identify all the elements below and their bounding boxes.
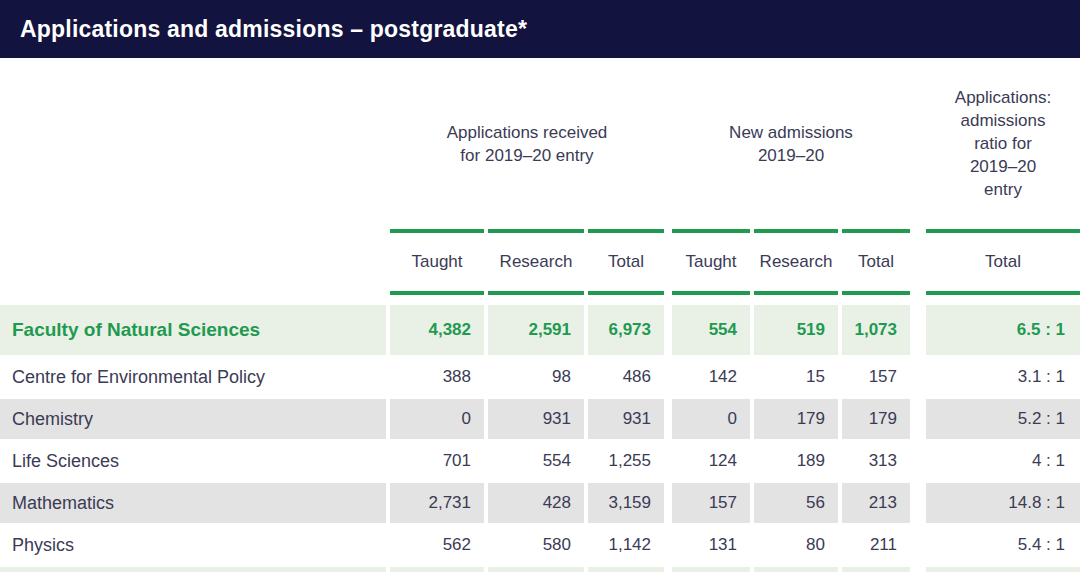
rule-segment [672,291,750,295]
row-label: Chemistry [0,399,386,439]
cell-value: 519 [754,305,838,355]
cell-value: 1,142 [588,525,664,565]
cell-value: 56 [754,483,838,523]
table-subheaders: Taught Research Total Taught Research To… [0,233,1080,291]
cell-value: 486 [588,357,664,397]
cell-value: 2,731 [390,483,484,523]
cell-value: 5.2 : 1 [926,399,1080,439]
table-row: Chemistry093193101791795.2 : 1 [0,399,1080,439]
row-label: Life Sciences [0,441,386,481]
rule-segment [842,291,910,295]
table-row: Faculty of Natural Sciences4,3822,5916,9… [0,305,1080,355]
cell-value: 15 [754,357,838,397]
cell-value: 179 [754,399,838,439]
partial-cell [0,567,386,572]
rule-spacer [0,291,386,295]
cell-value: 3,159 [588,483,664,523]
cell-value: 931 [588,399,664,439]
table-row: Mathematics2,7314283,15915756213 14.8 : 1 [0,483,1080,523]
column-group-new-admissions: New admissions 2019–20 [672,121,910,167]
rule-segment [488,291,584,295]
column-group-applications-admissions-ratio: Applications: admissions ratio for 2019–… [926,86,1080,201]
table-row: Life Sciences7015541,255124189313 4 : 1 [0,441,1080,481]
table-header-groups: Applications received for 2019–20 entry … [0,58,1080,229]
row-label: Mathematics [0,483,386,523]
cell-value: 580 [488,525,584,565]
cell-value: 0 [390,399,484,439]
table-body: Faculty of Natural Sciences4,3822,5916,9… [0,305,1080,565]
column-header-total: Total [842,252,910,272]
cell-value: 14.8 : 1 [926,483,1080,523]
cell-value: 701 [390,441,484,481]
partial-cell [672,567,750,572]
row-label: Faculty of Natural Sciences [0,305,386,355]
cell-value: 4 : 1 [926,441,1080,481]
cell-value: 2,591 [488,305,584,355]
cell-value: 211 [842,525,910,565]
partial-cell [842,567,910,572]
cell-value: 98 [488,357,584,397]
partial-cell [926,567,1080,572]
cell-value: 5.4 : 1 [926,525,1080,565]
cell-value: 6.5 : 1 [926,305,1080,355]
title-bar: Applications and admissions – postgradua… [0,0,1080,58]
rule-spacer [0,229,386,233]
cell-value: 189 [754,441,838,481]
cell-value: 1,255 [588,441,664,481]
partial-cell [588,567,664,572]
rule-segment [390,229,484,233]
green-rule-bottom [0,291,1080,295]
cell-value: 388 [390,357,484,397]
partial-next-row [0,567,1080,572]
rule-segment [488,229,584,233]
page-title: Applications and admissions – postgradua… [0,16,527,43]
column-group-applications-received: Applications received for 2019–20 entry [390,121,664,167]
table-row: Physics5625801,14213180211 5.4 : 1 [0,525,1080,565]
cell-value: 179 [842,399,910,439]
cell-value: 213 [842,483,910,523]
rule-segment [842,229,910,233]
row-label: Centre for Environmental Policy [0,357,386,397]
cell-value: 313 [842,441,910,481]
cell-value: 3.1 : 1 [926,357,1080,397]
cell-value: 554 [488,441,584,481]
row-label: Physics [0,525,386,565]
rule-segment [588,229,664,233]
column-header-taught: Taught [672,252,750,272]
cell-value: 1,073 [842,305,910,355]
cell-value: 4,382 [390,305,484,355]
rule-segment [588,291,664,295]
table-row: Centre for Environmental Policy388984861… [0,357,1080,397]
cell-value: 554 [672,305,750,355]
cell-value: 142 [672,357,750,397]
cell-value: 931 [488,399,584,439]
cell-value: 157 [842,357,910,397]
partial-cell [754,567,838,572]
rule-segment [926,229,1080,233]
cell-value: 124 [672,441,750,481]
column-header-research: Research [488,252,584,272]
column-header-ratio-total: Total [926,252,1080,272]
rule-segment [672,229,750,233]
cell-value: 157 [672,483,750,523]
rule-segment [926,291,1080,295]
cell-value: 6,973 [588,305,664,355]
partial-cell [488,567,584,572]
rule-segment [754,229,838,233]
cell-value: 131 [672,525,750,565]
cell-value: 0 [672,399,750,439]
column-header-taught: Taught [390,252,484,272]
rule-segment [390,291,484,295]
partial-cell [390,567,484,572]
column-header-total: Total [588,252,664,272]
cell-value: 562 [390,525,484,565]
cell-value: 428 [488,483,584,523]
rule-segment [754,291,838,295]
column-header-research: Research [754,252,838,272]
cell-value: 80 [754,525,838,565]
